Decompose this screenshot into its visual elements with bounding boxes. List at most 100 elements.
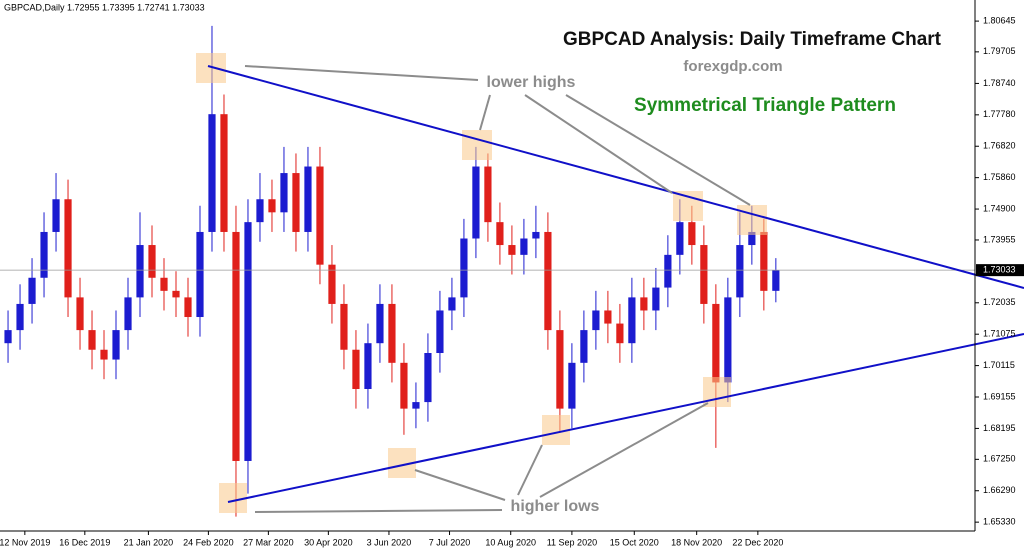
- candle-body: [460, 238, 468, 298]
- candle-body: [100, 349, 108, 360]
- y-tick-label: 1.76820: [983, 141, 1016, 151]
- candle-body: [232, 231, 240, 461]
- candle-body: [256, 199, 264, 223]
- candle-body: [748, 231, 756, 246]
- y-tick-label: 1.77780: [983, 109, 1016, 119]
- y-tick-label: 1.66290: [983, 485, 1016, 495]
- candle-body: [328, 264, 336, 304]
- candle-body: [508, 245, 516, 255]
- highlight: [462, 130, 492, 160]
- pattern-label: Symmetrical Triangle Pattern: [634, 95, 896, 116]
- candle-body: [4, 330, 12, 344]
- x-tick-label: 30 Apr 2020: [304, 537, 353, 547]
- x-tick-label: 18 Nov 2020: [671, 537, 722, 547]
- chart-title: GBPCAD Analysis: Daily Timeframe Chart: [563, 29, 942, 50]
- candle-body: [436, 310, 444, 354]
- candle-body: [244, 222, 252, 461]
- y-tick-label: 1.70115: [983, 360, 1015, 370]
- candle-body: [340, 303, 348, 350]
- candle-body: [184, 297, 192, 318]
- candle-body: [316, 166, 324, 265]
- y-tick-label: 1.73955: [983, 234, 1016, 244]
- candle-body: [532, 231, 540, 239]
- candle-body: [52, 199, 60, 232]
- candle-body: [376, 303, 384, 344]
- x-tick-label: 16 Dec 2019: [59, 537, 110, 547]
- chart-header: GBPCAD,Daily 1.72955 1.73395 1.72741 1.7…: [4, 2, 205, 12]
- candle-body: [400, 362, 408, 409]
- lower-trendline: [227, 333, 1024, 503]
- candle-body: [736, 245, 744, 298]
- x-tick-label: 7 Jul 2020: [429, 537, 471, 547]
- candle-body: [604, 310, 612, 324]
- last-price-label: 1.73033: [983, 265, 1016, 275]
- candle-body: [268, 199, 276, 213]
- y-tick-label: 1.74900: [983, 203, 1016, 213]
- x-tick-label: 12 Nov 2019: [0, 537, 50, 547]
- candle-body: [520, 238, 528, 255]
- candle-body: [388, 303, 396, 363]
- pointer: [479, 94, 491, 131]
- candle-body: [640, 297, 648, 311]
- candle-body: [148, 245, 156, 278]
- candle-body: [172, 290, 180, 298]
- candle-body: [628, 297, 636, 344]
- candle-body: [136, 245, 144, 298]
- x-tick-label: 11 Sep 2020: [547, 537, 597, 547]
- pointer: [244, 65, 479, 81]
- candle-body: [484, 166, 492, 223]
- y-tick-label: 1.71075: [983, 329, 1016, 339]
- candle-body: [760, 231, 768, 291]
- candle-body: [280, 173, 288, 213]
- candle-body: [700, 245, 708, 304]
- highlight: [703, 377, 731, 407]
- upper-trendline: [207, 65, 1024, 289]
- x-tick-label: 24 Feb 2020: [183, 537, 234, 547]
- candle-body: [64, 199, 72, 298]
- y-tick-label: 1.69155: [983, 391, 1016, 401]
- candle-body: [472, 166, 480, 239]
- y-tick-label: 1.75860: [983, 172, 1016, 182]
- candle-body: [592, 310, 600, 331]
- candle-body: [352, 349, 360, 389]
- annotation: higher lows: [511, 498, 600, 515]
- candle-body: [424, 353, 432, 403]
- x-tick-label: 10 Aug 2020: [485, 537, 536, 547]
- candle-body: [220, 114, 228, 232]
- y-tick-label: 1.72035: [983, 297, 1016, 307]
- candle-body: [652, 287, 660, 311]
- candle-body: [496, 222, 504, 246]
- x-tick-label: 22 Dec 2020: [732, 537, 783, 547]
- last-price-box: [976, 264, 1024, 277]
- candle-body: [772, 270, 780, 291]
- pointer: [517, 444, 543, 496]
- x-tick-label: 21 Jan 2020: [124, 537, 174, 547]
- candle-body: [568, 362, 576, 409]
- candle-body: [712, 303, 720, 383]
- highlight: [673, 191, 703, 221]
- y-tick-label: 1.68195: [983, 423, 1016, 433]
- y-tick-label: 1.79705: [983, 46, 1016, 56]
- y-tick-label: 1.65330: [983, 517, 1016, 527]
- candle-body: [304, 166, 312, 232]
- pointer: [565, 94, 751, 206]
- y-tick-label: 1.80645: [983, 15, 1016, 25]
- pointer: [524, 94, 673, 194]
- pointer: [414, 469, 506, 501]
- annotation-pointers: [244, 65, 751, 513]
- candle-body: [16, 303, 24, 331]
- highlight: [196, 53, 226, 83]
- y-tick-label: 1.67250: [983, 454, 1016, 464]
- candle-body: [580, 330, 588, 363]
- x-tick-label: 27 Mar 2020: [243, 537, 294, 547]
- candle-body: [676, 222, 684, 255]
- candle-body: [292, 173, 300, 232]
- highlights: [196, 53, 767, 513]
- candle-body: [556, 330, 564, 409]
- candle-body: [196, 231, 204, 318]
- candle-body: [364, 343, 372, 389]
- highlight: [737, 205, 767, 235]
- y-tick-label: 1.78740: [983, 78, 1016, 88]
